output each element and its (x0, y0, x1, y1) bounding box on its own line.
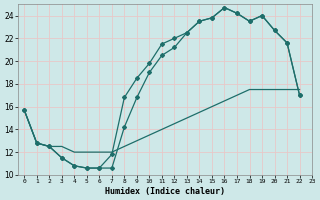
X-axis label: Humidex (Indice chaleur): Humidex (Indice chaleur) (105, 187, 225, 196)
